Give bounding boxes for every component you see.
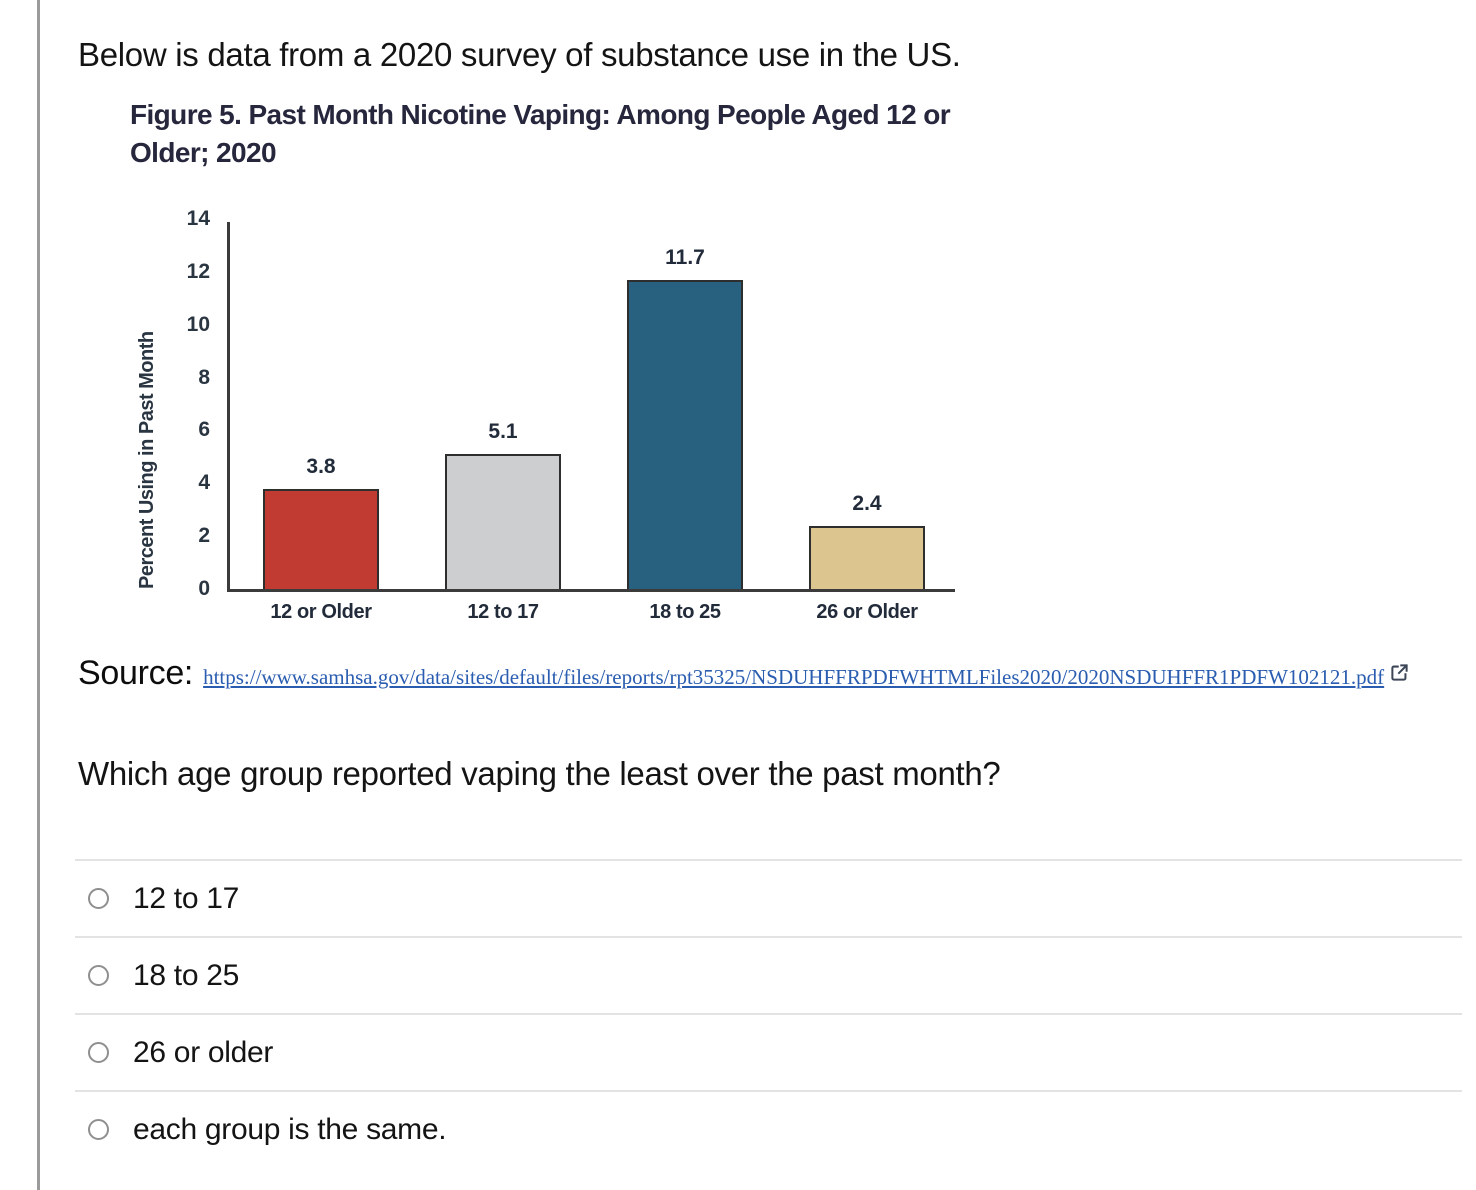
bar-12-to-17 xyxy=(445,454,561,589)
y-tick-14: 14 xyxy=(186,207,210,230)
category-label-12-to-17: 12 to 17 xyxy=(467,601,539,623)
option-label: 26 or older xyxy=(133,1035,274,1069)
y-tick-12: 12 xyxy=(186,259,210,283)
option-label: 12 to 17 xyxy=(133,881,240,915)
bar-18-to-25 xyxy=(627,280,743,589)
external-link-icon[interactable] xyxy=(1390,663,1409,687)
option-each-group-same[interactable]: each group is the same. xyxy=(75,1090,1462,1167)
source-label: Source: xyxy=(78,654,194,692)
y-tick-10: 10 xyxy=(186,312,210,336)
category-label-18-to-25: 18 to 25 xyxy=(649,601,721,623)
options-list: 12 to 17 18 to 25 26 or older each group… xyxy=(75,859,1462,1167)
radio-button-icon[interactable] xyxy=(88,1042,109,1063)
y-tick-4: 4 xyxy=(198,471,210,495)
value-label-12-to-17: 5.1 xyxy=(488,420,518,443)
intro-heading: Below is data from a 2020 survey of subs… xyxy=(78,36,961,73)
option-18-to-25[interactable]: 18 to 25 xyxy=(75,936,1462,1013)
figure-5: Figure 5. Past Month Nicotine Vaping: Am… xyxy=(130,96,1468,644)
value-label-26-or-older: 2.4 xyxy=(852,492,882,515)
figure-title: Figure 5. Past Month Nicotine Vaping: Am… xyxy=(130,99,951,168)
bar-26-or-older xyxy=(809,526,925,589)
option-26-or-older[interactable]: 26 or older xyxy=(75,1013,1462,1090)
y-axis-label: Percent Using in Past Month xyxy=(136,331,158,589)
left-border-line xyxy=(37,0,40,1190)
option-12-to-17[interactable]: 12 to 17 xyxy=(75,859,1462,936)
value-label-18-to-25: 11.7 xyxy=(665,246,705,269)
bar-chart: Percent Using in Past Month 0 2 4 6 8 10 12 14 3… xyxy=(130,207,1468,644)
y-tick-0: 0 xyxy=(198,577,210,600)
y-tick-8: 8 xyxy=(198,365,210,389)
plot-area: Percent Using in Past Month 0 2 4 6 8 10 12 14 3… xyxy=(136,207,955,623)
y-tick-2: 2 xyxy=(198,524,210,548)
option-label: 18 to 25 xyxy=(133,958,240,992)
option-label: each group is the same. xyxy=(133,1112,447,1146)
source-link[interactable]: https://www.samhsa.gov/data/sites/defaul… xyxy=(203,665,1385,689)
radio-button-icon[interactable] xyxy=(88,888,109,909)
quiz-page: Below is data from a 2020 survey of subs… xyxy=(75,0,1468,1167)
question-text: Which age group reported vaping the leas… xyxy=(78,755,1001,792)
source-row: Source: https://www.samhsa.gov/data/sites… xyxy=(78,654,1468,693)
bar-12-or-older xyxy=(263,489,379,589)
radio-button-icon[interactable] xyxy=(88,965,109,986)
y-tick-6: 6 xyxy=(198,418,210,442)
value-label-12-or-older: 3.8 xyxy=(306,455,336,478)
category-label-12-or-older: 12 or Older xyxy=(270,601,372,623)
category-label-26-or-older: 26 or Older xyxy=(816,601,918,623)
radio-button-icon[interactable] xyxy=(88,1119,109,1140)
